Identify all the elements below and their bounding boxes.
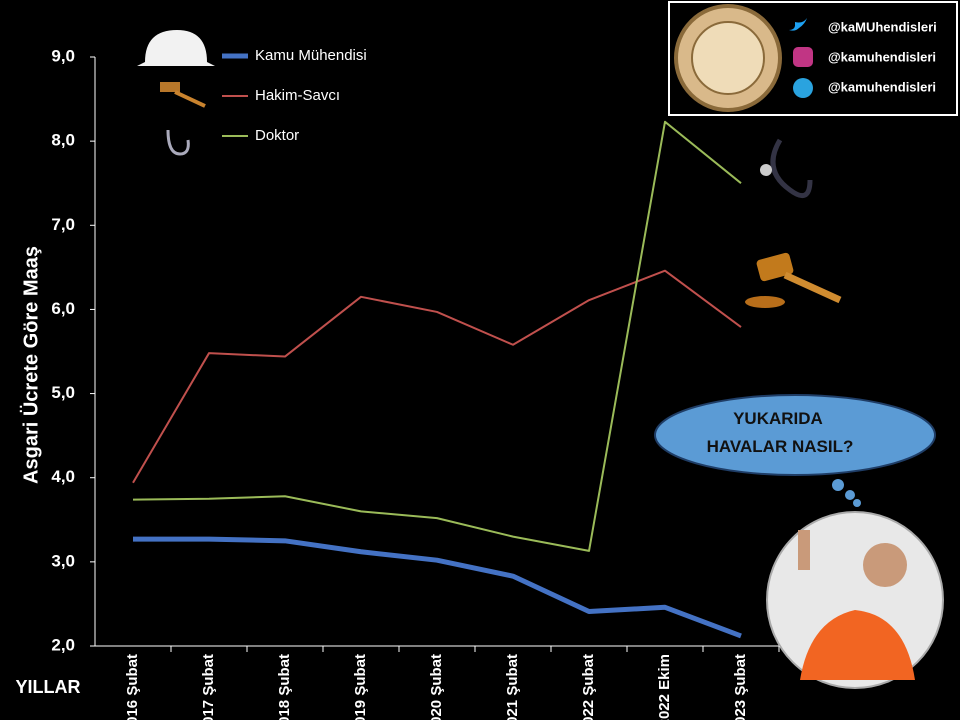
twitter-icon <box>789 18 807 31</box>
legend-label: Kamu Mühendisi <box>255 47 367 64</box>
x-axis-label: YILLAR <box>16 677 81 697</box>
photo-arm <box>798 530 810 570</box>
y-axis-label: Asgari Ücrete Göre Maaş <box>19 246 42 484</box>
photo-vest <box>800 610 915 680</box>
stethoscope-icon <box>166 129 190 156</box>
y-tick-label: 6,0 <box>51 299 75 318</box>
bubble-dot <box>853 499 861 507</box>
y-tick-label: 9,0 <box>51 46 75 65</box>
y-tick-label: 5,0 <box>51 383 75 402</box>
bubble-dot <box>832 479 844 491</box>
instagram-icon <box>793 47 813 67</box>
y-tick-label: 2,0 <box>51 635 75 654</box>
annotation: YUKARIDA HAVALAR NASIL? <box>707 409 854 456</box>
logo-inner <box>691 21 765 95</box>
handle: @kamuhendisleri <box>828 79 936 94</box>
y-tick-label: 3,0 <box>51 551 75 570</box>
stethoscope-icon <box>760 164 772 176</box>
bubble-dot <box>845 490 855 500</box>
stethoscope-icon <box>770 138 813 199</box>
y-tick-label: 4,0 <box>51 467 75 486</box>
handle: @kamuhendisleri <box>828 49 936 64</box>
legend-label: Doktor <box>255 127 299 144</box>
thought-bubble <box>654 394 936 476</box>
telegram-icon <box>793 78 813 98</box>
gavel-icon <box>783 271 842 304</box>
x-tick-label: 2021 Şubat <box>504 654 521 720</box>
helmet-icon <box>137 30 215 66</box>
x-tick-label: 2018 Şubat <box>276 654 293 720</box>
x-tick-label: 2023 Şubat <box>732 654 749 720</box>
series-line <box>132 269 742 484</box>
gavel-icon <box>174 90 206 108</box>
gavel-icon <box>160 82 180 92</box>
x-tick-label: 2017 Şubat <box>200 654 217 720</box>
legend-label: Hakim-Savcı <box>255 87 340 104</box>
gavel-icon <box>745 296 785 308</box>
x-tick-label: 2019 Şubat <box>352 654 369 720</box>
x-tick-label: 2022 Şubat <box>580 654 597 720</box>
photo-head <box>863 543 907 587</box>
series-line <box>133 536 742 639</box>
gavel-icon <box>756 252 794 282</box>
handle: @kaMUhendisleri <box>828 19 937 34</box>
x-tick-label: 2020 Şubat <box>428 654 445 720</box>
y-tick-label: 7,0 <box>51 215 75 234</box>
y-tick-label: 8,0 <box>51 131 75 150</box>
series-line <box>132 120 742 552</box>
x-tick-label: 2016 Şubat <box>124 654 141 720</box>
x-tick-label: 2022 Ekim <box>656 654 673 720</box>
